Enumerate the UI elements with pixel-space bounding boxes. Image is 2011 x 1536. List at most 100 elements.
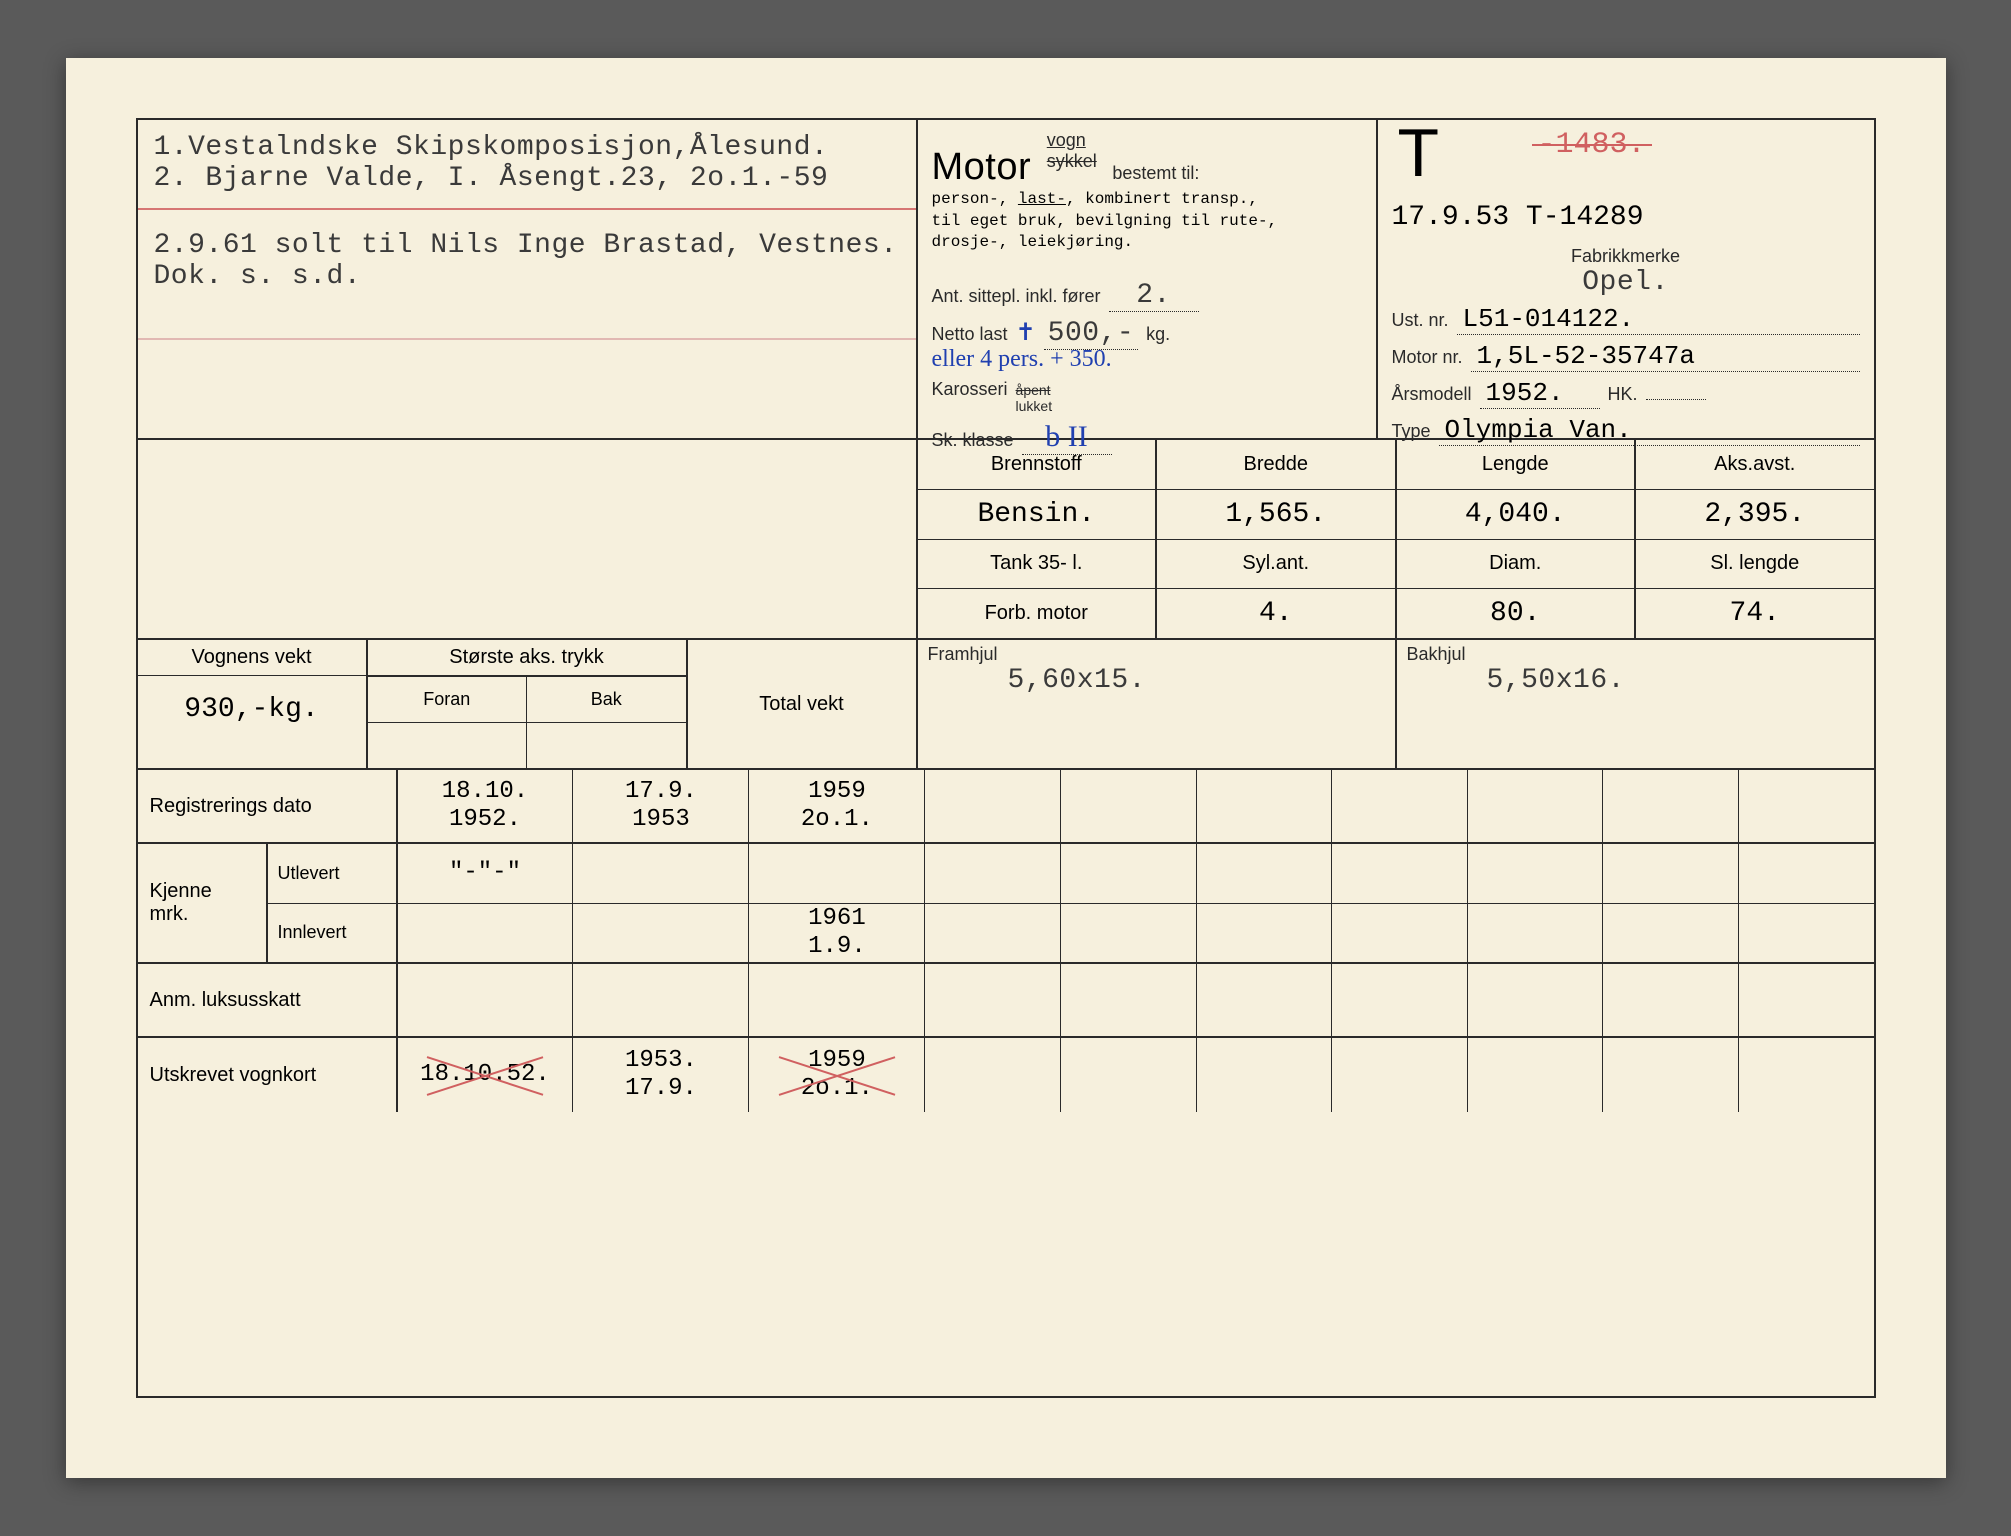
sk-row: Sk. klasse b II	[932, 420, 1362, 455]
netto-unit: kg.	[1146, 324, 1170, 345]
top-row: 1.Vestalndske Skipskomposisjon,Ålesund. …	[138, 120, 1874, 440]
date-cell	[573, 964, 749, 1036]
date-cell	[1332, 964, 1468, 1036]
weight-row: Vognens vekt 930,-kg. Største aks. trykk…	[138, 640, 1874, 770]
foran-val	[368, 723, 528, 768]
date-cell	[1197, 844, 1333, 903]
eng-v4: 2,395.	[1636, 490, 1874, 539]
engine-right: Brennstoff Bredde Lengde Aks.avst. Bensi…	[918, 440, 1874, 638]
date-cell	[1197, 964, 1333, 1036]
motor-sykkel: sykkel	[1047, 151, 1097, 171]
row-regdato: Registrerings dato 18.10. 1952.17.9. 195…	[138, 770, 1874, 844]
date-cell	[1468, 1038, 1604, 1112]
date-cell	[1197, 904, 1333, 963]
date-cell: 18.10.52.	[398, 1038, 574, 1112]
date-cell: 1959 2o.1.	[749, 1038, 925, 1112]
fabrikk-val: Opel.	[1392, 267, 1860, 298]
hand-note: eller 4 pers. + 350.	[932, 346, 1362, 373]
bak-label: Bak	[527, 677, 686, 722]
date-cell	[1739, 904, 1874, 963]
eng-h3: Lengde	[1397, 440, 1637, 489]
red-underline-2	[138, 338, 916, 340]
date-cell	[1332, 1038, 1468, 1112]
engine-table: Brennstoff Bredde Lengde Aks.avst. Bensi…	[138, 440, 1874, 640]
date-cell	[925, 1038, 1061, 1112]
hk-val	[1646, 399, 1706, 400]
bak-val	[527, 723, 686, 768]
innlevert-label: Innlevert	[268, 904, 396, 963]
date-cell	[1468, 904, 1604, 963]
owner-line3: 2.9.61 solt til Nils Inge Brastad, Vestn…	[154, 230, 900, 261]
vognvekt-label: Vognens vekt	[138, 640, 366, 675]
motornr-label: Motor nr.	[1392, 347, 1463, 368]
reg-T: T	[1398, 114, 1440, 192]
eng-v1: Bensin.	[918, 490, 1158, 539]
date-cell	[1603, 964, 1739, 1036]
date-cell	[1061, 770, 1197, 842]
wheels-box: Framhjul 5,60x15. Bakhjul 5,50x16.	[918, 640, 1874, 768]
reg-old-crossed: -1483.	[1538, 128, 1646, 162]
hk-label: HK.	[1608, 384, 1638, 405]
eng-s2: Syl.ant.	[1157, 540, 1397, 589]
kjenne-label: Kjenne mrk.	[138, 844, 268, 962]
motor-desc3: drosje-, leiekjøring.	[932, 232, 1362, 254]
sk-val: b II	[1022, 420, 1112, 455]
ant-row: Ant. sittepl. inkl. fører 2.	[932, 280, 1362, 312]
total-box: Total vekt	[688, 640, 918, 768]
eng-h4: Aks.avst.	[1636, 440, 1874, 489]
engine-row1: Bensin. 1,565. 4,040. 2,395.	[918, 490, 1874, 539]
eng-r2-4: 74.	[1636, 589, 1874, 638]
kaross-open: åpent	[1016, 382, 1053, 398]
innlevert-cells: 1961 1.9.	[398, 904, 1874, 963]
aar-label: Årsmodell	[1392, 384, 1472, 405]
kaross-row: Karosseri åpent lukket	[932, 379, 1362, 414]
date-cell	[1468, 770, 1604, 842]
bottom-grid: Registrerings dato 18.10. 1952.17.9. 195…	[138, 770, 1874, 1112]
date-cell: 1961 1.9.	[749, 904, 925, 963]
aks-vals	[368, 722, 686, 768]
bakhjul-val: 5,50x16.	[1487, 665, 1625, 696]
anm-cells	[398, 964, 1874, 1036]
motornr-val: 1,5L-52-35747a	[1471, 341, 1860, 372]
date-cell	[573, 844, 749, 903]
date-cell	[1739, 770, 1874, 842]
utlevert-cells: "-"-"	[398, 844, 1874, 904]
bakhjul-label: Bakhjul	[1407, 644, 1466, 664]
fabrikk-label: Fabrikkmerke	[1392, 246, 1860, 267]
aar-val: 1952.	[1480, 378, 1600, 409]
date-cell	[1739, 844, 1874, 903]
date-cell	[1603, 904, 1739, 963]
eng-r2-3: 80.	[1397, 589, 1637, 638]
row-kjenne: Kjenne mrk. Utlevert Innlevert "-"-" 196…	[138, 844, 1874, 964]
row-anm: Anm. luksusskatt	[138, 964, 1874, 1038]
eng-s3: Diam.	[1397, 540, 1637, 589]
date-cell	[925, 964, 1061, 1036]
aks-box: Største aks. trykk Foran Bak	[368, 640, 688, 768]
date-cell: "-"-"	[398, 844, 574, 903]
owner-box: 1.Vestalndske Skipskomposisjon,Ålesund. …	[138, 120, 918, 438]
utlevert-label: Utlevert	[268, 844, 396, 904]
date-cell	[749, 844, 925, 903]
utskrevet-label: Utskrevet vognkort	[138, 1038, 398, 1112]
owner-line2: 2. Bjarne Valde, I. Åsengt.23, 2o.1.-59	[154, 163, 900, 194]
date-cell	[1739, 1038, 1874, 1112]
bakhjul-cell: Bakhjul 5,50x16.	[1397, 640, 1874, 768]
date-cell	[925, 904, 1061, 963]
date-cell	[1332, 904, 1468, 963]
date-cell	[1468, 844, 1604, 903]
date-cell: 18.10. 1952.	[398, 770, 574, 842]
motor-title-row: Motor vogn sykkel bestemt til:	[932, 130, 1362, 189]
eng-s4: Sl. lengde	[1636, 540, 1874, 589]
vognvekt-val: 930,-kg.	[138, 675, 366, 743]
engine-left-empty	[138, 440, 918, 638]
eng-r2-1: Forb. motor	[918, 589, 1158, 638]
motor-desc1: person-, last-, kombinert transp.,	[932, 189, 1362, 211]
date-cell	[925, 844, 1061, 903]
date-cell	[573, 904, 749, 963]
date-cell	[749, 964, 925, 1036]
owner-line1: 1.Vestalndske Skipskomposisjon,Ålesund.	[154, 132, 900, 163]
netto-sym: ✝	[1016, 318, 1036, 347]
framhjul-cell: Framhjul 5,60x15.	[918, 640, 1397, 768]
kjenne-sublabels: Utlevert Innlevert	[268, 844, 398, 962]
date-cell: 17.9. 1953	[573, 770, 749, 842]
